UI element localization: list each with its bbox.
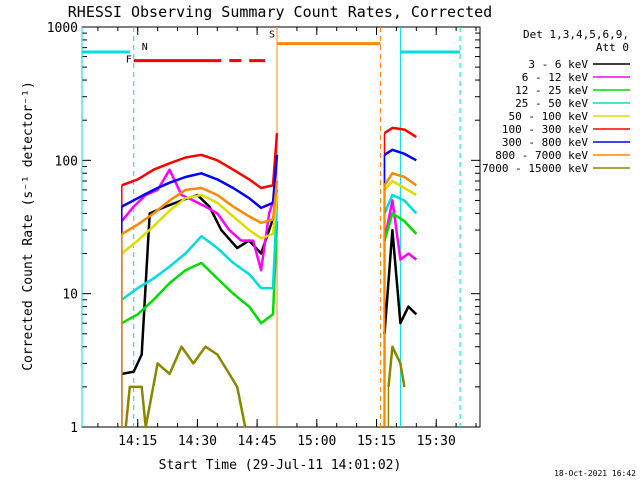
series-line (383, 212, 418, 241)
series-line (383, 179, 417, 197)
legend-label: 300 - 800 keV (502, 136, 588, 149)
legend-header: Det 1,3,4,5,6,9, (523, 28, 629, 41)
legend-label: 6 - 12 keV (522, 71, 589, 84)
y-axis-label: Corrected Count Rate (s⁻¹ detector⁻¹) (21, 81, 36, 371)
series-line (121, 180, 279, 236)
flag-label: N (142, 42, 148, 53)
plot-frame (81, 26, 481, 428)
x-axis-label: Start Time (29-Jul-11 14:01:02) (159, 458, 402, 473)
legend-header: Att 0 (596, 41, 629, 54)
x-tick-label: 14:30 (178, 434, 217, 449)
series-line (383, 199, 418, 261)
series-line (121, 193, 279, 376)
footer-timestamp: 18-Oct-2021 16:42 (554, 469, 636, 478)
legend-label: 12 - 25 keV (515, 84, 588, 97)
legend-label: 3 - 6 keV (528, 58, 588, 71)
series-line (383, 148, 417, 162)
legend-label: 800 - 7000 keV (495, 149, 588, 162)
legend-label: 7000 - 15000 keV (482, 162, 588, 175)
flag-label: F (126, 55, 132, 66)
y-tick-label: 10 (62, 288, 78, 303)
series-line (383, 126, 417, 138)
series-line (387, 345, 406, 388)
x-tick-label: 14:45 (238, 434, 277, 449)
legend-label: 100 - 300 keV (502, 123, 588, 136)
y-tick-label: 1000 (47, 21, 78, 36)
x-tick-label: 14:15 (118, 434, 157, 449)
series-line (383, 193, 418, 215)
series-line (121, 154, 279, 210)
y-tick-label: 1 (70, 421, 78, 436)
chart-title: RHESSI Observing Summary Count Rates, Co… (68, 3, 492, 21)
series-line (383, 172, 418, 187)
series-line (121, 133, 279, 190)
series-line (121, 200, 279, 301)
plot-area: 14:15 14:30 14:45 15:00 15:15 15:30 1 10 100 1000… (47, 21, 481, 449)
flag-label: S (269, 30, 275, 41)
legend-label: 50 - 100 keV (509, 110, 589, 123)
series-line (121, 193, 279, 255)
series-line (383, 228, 418, 334)
y-tick-label: 100 (55, 154, 78, 169)
x-tick-label: 15:15 (357, 434, 396, 449)
series-line (124, 345, 247, 429)
series-line (121, 221, 279, 325)
x-tick-label: 15:00 (297, 434, 336, 449)
x-tick-label: 15:30 (417, 434, 456, 449)
legend-label: 25 - 50 keV (515, 97, 588, 110)
